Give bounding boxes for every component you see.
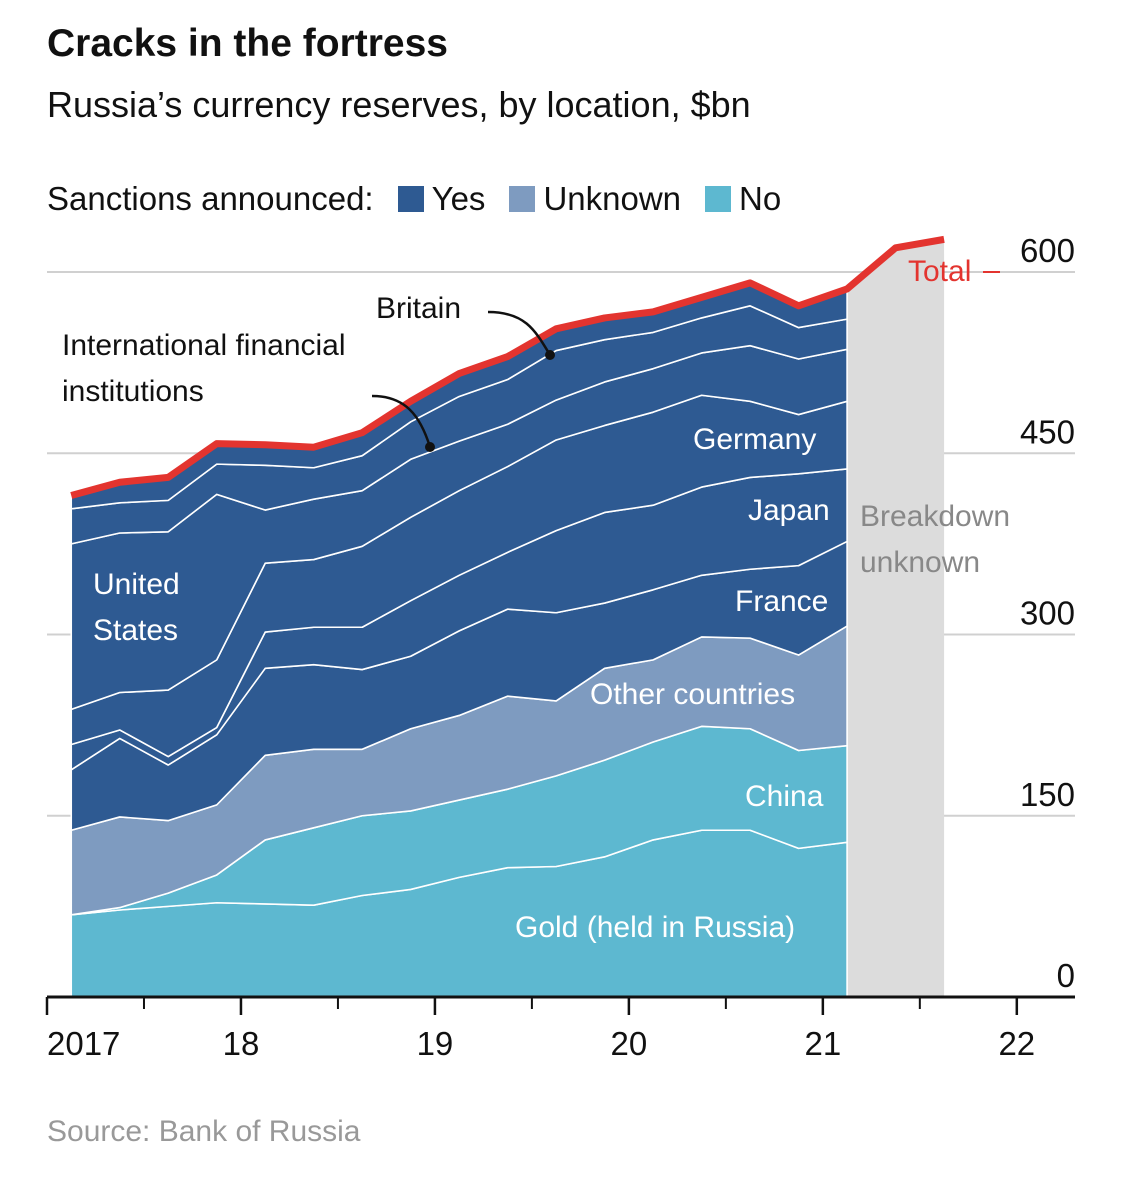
total-label: Total: [908, 255, 972, 288]
series-label: International financial institutions: [62, 329, 346, 408]
total-line: [70, 235, 945, 499]
legend: Sanctions announced: Yes Unknown No: [47, 180, 781, 218]
legend-swatch: [509, 186, 536, 212]
connector: [487, 310, 552, 356]
chart-title: Cracks in the fortress: [47, 22, 448, 65]
series-label: United States: [93, 568, 180, 647]
series-label: Japan: [748, 494, 830, 527]
series-label: France: [735, 585, 829, 618]
y-tick-label: 450: [1020, 413, 1075, 450]
x-tick-label: 20: [611, 1025, 648, 1062]
series-label: Germany: [693, 423, 817, 456]
series-label: Britain: [376, 292, 462, 325]
legend-label: Unknown: [543, 180, 682, 217]
source: Source: Bank of Russia: [47, 1115, 361, 1148]
legend-label: No: [739, 180, 782, 217]
y-tick-label: 600: [1020, 232, 1075, 269]
connector-dot: [425, 442, 435, 452]
x-tick-label: 19: [417, 1025, 454, 1062]
annotation: Breakdown unknown: [860, 500, 1011, 579]
x-tick-label: 22: [998, 1025, 1035, 1062]
y-tick-label: 300: [1020, 595, 1075, 632]
y-tick-label: 0: [1057, 957, 1075, 994]
legend-swatch: [705, 186, 732, 212]
legend-swatch: [397, 186, 424, 212]
series-label: Gold (held in Russia): [515, 911, 796, 944]
legend-label: Yes: [431, 180, 486, 217]
x-tick-label: 2017: [47, 1025, 120, 1062]
x-tick-label: 18: [223, 1025, 260, 1062]
y-tick-label: 150: [1020, 776, 1075, 813]
series-label: China: [745, 780, 824, 813]
connector-dot: [545, 350, 555, 360]
connector: [371, 394, 432, 448]
chart-subtitle: Russia’s currency reserves, by location,…: [47, 84, 751, 125]
unknown-region: [847, 239, 945, 997]
x-tick-label: 21: [804, 1025, 841, 1062]
legend-title: Sanctions announced:: [47, 180, 374, 217]
series-label: Other countries: [590, 678, 796, 711]
